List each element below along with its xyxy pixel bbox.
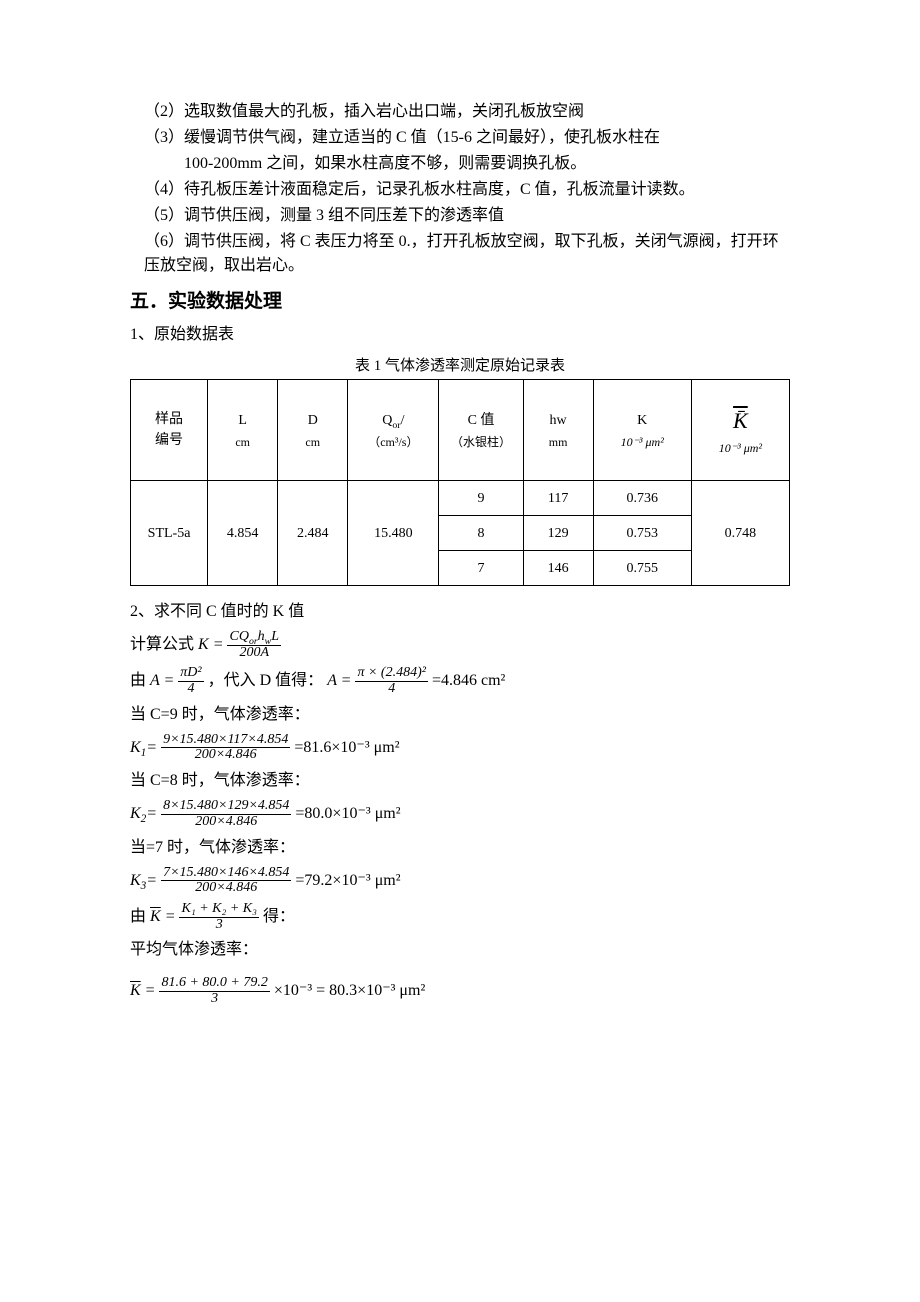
k2-result: =80.0×10⁻³ μm² [295, 805, 400, 822]
th-sample-text: 样品 编号 [155, 412, 183, 448]
formula-k1: K1= 9×15.480×117×4.854200×4.846 =81.6×10… [130, 733, 790, 763]
k3-den: 200×4.846 [161, 880, 291, 896]
cell-hw-3: 146 [523, 551, 593, 586]
formula-final: K = 81.6 + 80.0 + 79.23 ×10⁻³ = 80.3×10⁻… [130, 976, 790, 1006]
k1-num: 9×15.480×117×4.854 [161, 733, 290, 748]
step-4: （4）待孔板压差计液面稳定后，记录孔板水柱高度，C 值，孔板流量计读数。 [130, 178, 790, 202]
step-2: （2）选取数值最大的孔板，插入岩心出口端，关闭孔板放空阀 [130, 100, 790, 124]
k-num-h: h [258, 629, 265, 644]
th-length: L cm [208, 380, 278, 481]
cell-hw-2: 129 [523, 516, 593, 551]
th-qor-unit: （cm³/s） [350, 433, 436, 451]
cell-k-1: 0.736 [593, 481, 691, 516]
avg-label: 平均气体渗透率： [130, 938, 790, 962]
th-k-unit: 10⁻³ μm² [596, 433, 689, 451]
c9-label: 当 C=9 时，气体渗透率： [130, 703, 790, 727]
cell-qor: 15.480 [348, 481, 439, 586]
th-k-sym: K [637, 413, 647, 428]
formula-a: 由 A = πD²4 ，代入 D 值得： A = π × (2.484)²4 =… [130, 666, 790, 696]
step-5: （5）调节供压阀，测量 3 组不同压差下的渗透率值 [130, 204, 790, 228]
subtitle-raw-data: 1、原始数据表 [130, 323, 790, 347]
k2-den: 200×4.846 [161, 814, 291, 830]
th-qor-sub: or [392, 419, 400, 430]
th-kbar-unit: 10⁻³ μm² [694, 439, 787, 457]
formula-k3: K3= 7×15.480×146×4.854200×4.846 =79.2×10… [130, 866, 790, 896]
cell-c-2: 8 [439, 516, 523, 551]
table-header-row: 样品 编号 L cm D cm Qor/ （cm³/s） C 值 （水银柱） h… [131, 380, 790, 481]
cell-c-3: 7 [439, 551, 523, 586]
k3-result: =79.2×10⁻³ μm² [295, 871, 400, 888]
cell-kbar: 0.748 [691, 481, 789, 586]
th-sample: 样品 编号 [131, 380, 208, 481]
th-k: K 10⁻³ μm² [593, 380, 691, 481]
k-den: 200A [227, 645, 281, 661]
cell-hw-1: 117 [523, 481, 593, 516]
k1-den: 200×4.846 [161, 747, 290, 763]
k-num-cq: CQ [229, 629, 248, 644]
cell-sample: STL-5a [131, 481, 208, 586]
th-qor: Qor/ （cm³/s） [348, 380, 439, 481]
k1-result: =81.6×10⁻³ μm² [294, 739, 399, 756]
th-qor-sym: Qor/ [382, 413, 404, 428]
table-caption: 表 1 气体渗透率测定原始记录表 [130, 355, 790, 378]
final-num: 81.6 + 80.0 + 79.2 [159, 976, 269, 991]
th-kbar-sym: K̄ [733, 408, 748, 433]
th-length-sym: L [238, 413, 247, 428]
step-6: （6）调节供压阀，将 C 表压力将至 0.，打开孔板放空阀，取下孔板，关闭气源阀… [130, 230, 790, 278]
table-row: STL-5a 4.854 2.484 15.480 9 117 0.736 0.… [131, 481, 790, 516]
step-3-line2: 100-200mm 之间，如果水柱高度不够，则需要调换孔板。 [130, 152, 790, 176]
th-hw-sym: hw [550, 413, 567, 428]
a-result: =4.846 cm² [432, 672, 505, 689]
a2-den: 4 [355, 681, 427, 697]
th-hw-unit: mm [526, 433, 591, 451]
th-kbar: K̄ 10⁻³ μm² [691, 380, 789, 481]
cell-length: 4.854 [208, 481, 278, 586]
formula-avg: 由 K = K₁ + K₂ + K₃3 得： [130, 902, 790, 932]
th-cvalue: C 值 （水银柱） [439, 380, 523, 481]
c8-label: 当 C=8 时，气体渗透率： [130, 769, 790, 793]
cell-k-2: 0.753 [593, 516, 691, 551]
th-hw: hw mm [523, 380, 593, 481]
avg-pre: 由 [130, 908, 146, 925]
formula-k2: K2= 8×15.480×129×4.854200×4.846 =80.0×10… [130, 799, 790, 829]
subtitle-calc: 2、求不同 C 值时的 K 值 [130, 600, 790, 624]
final-result: ×10⁻³ = 80.3×10⁻³ μm² [274, 982, 425, 999]
th-diameter-unit: cm [280, 433, 345, 451]
k2-num: 8×15.480×129×4.854 [161, 799, 291, 814]
avg-post: 得： [263, 908, 295, 925]
k3-num: 7×15.480×146×4.854 [161, 866, 291, 881]
a-den: 4 [178, 681, 203, 697]
section-heading: 五．实验数据处理 [130, 288, 790, 317]
a2-num: π × (2.484)² [355, 666, 427, 681]
th-length-unit: cm [210, 433, 275, 451]
cell-k-3: 0.755 [593, 551, 691, 586]
k-num-l: L [271, 629, 279, 644]
cell-diameter: 2.484 [278, 481, 348, 586]
final-den: 3 [159, 991, 269, 1007]
avg-den: 3 [179, 917, 259, 933]
formula-label: 计算公式 [130, 636, 194, 653]
data-table: 样品 编号 L cm D cm Qor/ （cm³/s） C 值 （水银柱） h… [130, 379, 790, 586]
th-diameter-sym: D [308, 413, 318, 428]
th-cvalue-sym: C 值 [468, 413, 495, 428]
th-qor-slash: / [401, 413, 405, 428]
a-pre: 由 [130, 672, 146, 689]
th-cvalue-unit: （水银柱） [441, 433, 520, 451]
formula-k: 计算公式 K = CQorhwL 200A [130, 630, 790, 660]
a-mid: ，代入 D 值得： [208, 672, 324, 689]
c7-label: 当=7 时，气体渗透率： [130, 836, 790, 860]
cell-c-1: 9 [439, 481, 523, 516]
th-qor-q: Q [382, 413, 392, 428]
th-diameter: D cm [278, 380, 348, 481]
avg-num: K₁ + K₂ + K₃ [179, 902, 259, 917]
step-3-line1: （3）缓慢调节供气阀，建立适当的 C 值（15-6 之间最好），使孔板水柱在 [130, 126, 790, 150]
a-num: πD² [178, 666, 203, 681]
